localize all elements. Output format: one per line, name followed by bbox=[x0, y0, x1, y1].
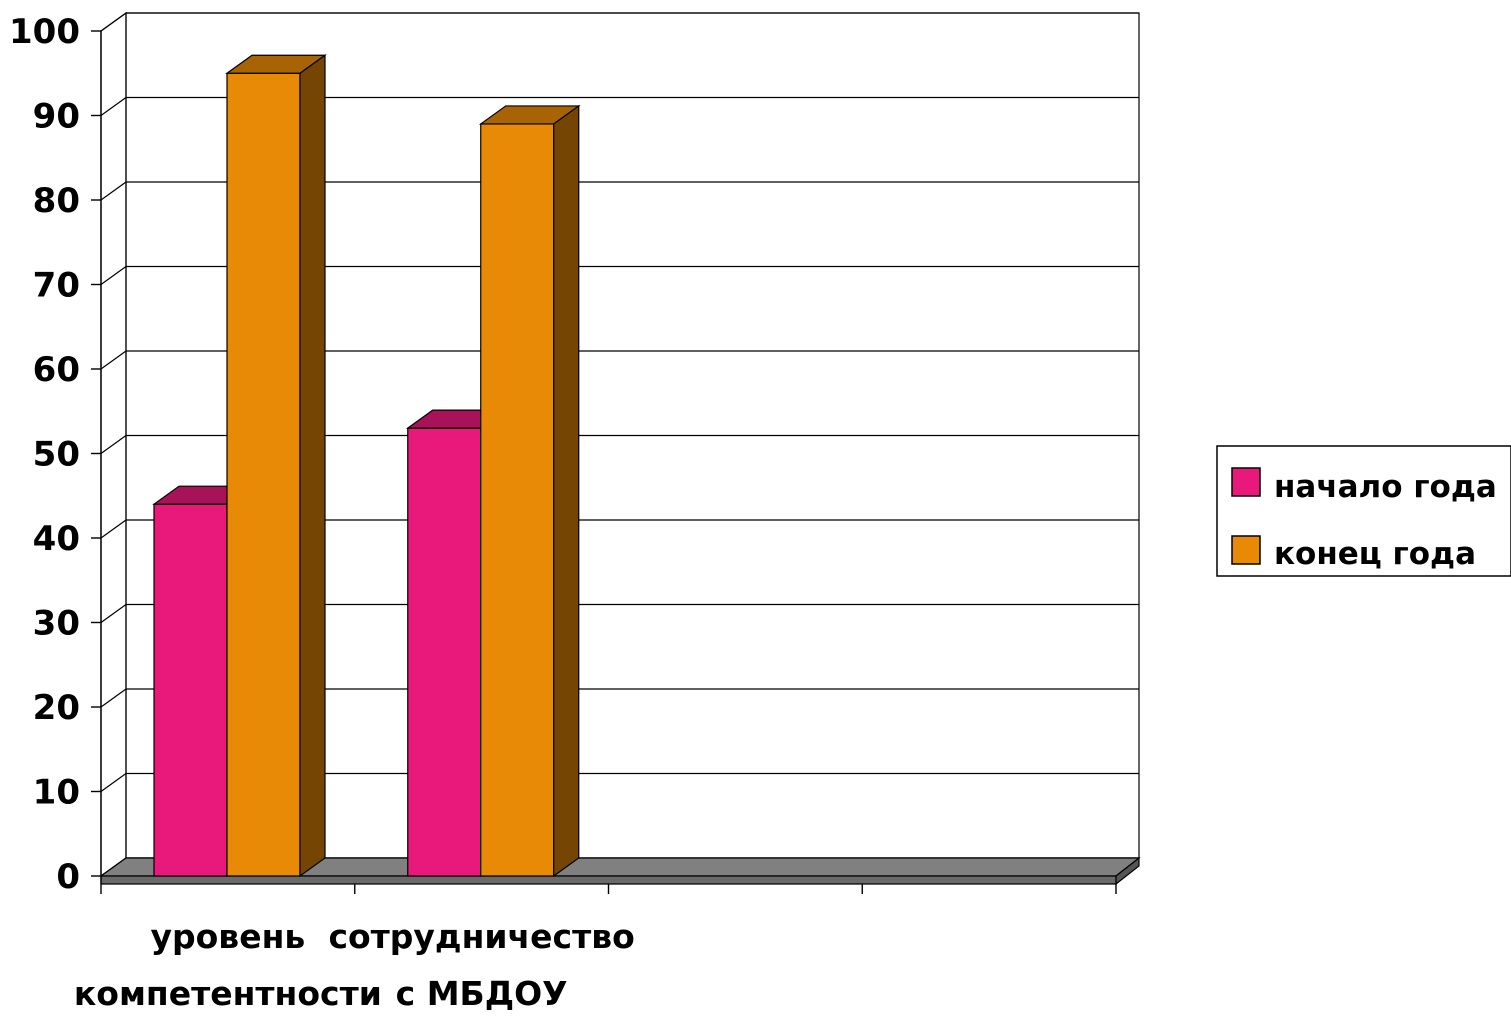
y-tick-label: 70 bbox=[33, 266, 80, 306]
y-tick-label: 50 bbox=[33, 435, 80, 475]
gridline-side bbox=[100, 773, 127, 792]
y-tick-label: 30 bbox=[33, 604, 80, 644]
legend-label-series-2: конец года bbox=[1274, 536, 1476, 572]
x-category-label: компетентности bbox=[74, 974, 382, 1013]
chart-legend: начало года конец года bbox=[1216, 445, 1511, 577]
bar bbox=[225, 54, 327, 878]
chart-floor-front bbox=[100, 875, 1117, 885]
bar bbox=[478, 104, 581, 878]
gridline-side bbox=[100, 604, 127, 623]
gridline-side bbox=[100, 97, 127, 116]
gridline-side bbox=[100, 350, 127, 370]
y-tick-label: 10 bbox=[33, 773, 80, 813]
legend-label-series-1: начало года bbox=[1274, 469, 1497, 505]
legend-frame bbox=[1216, 445, 1511, 577]
y-tick-label: 60 bbox=[33, 350, 80, 390]
y-tick-label: 20 bbox=[33, 688, 80, 728]
x-axis-categories: уровень компетентности сотрудничество с МБД… bbox=[74, 917, 635, 1013]
y-tick-label: 90 bbox=[33, 97, 80, 137]
gridline-side bbox=[100, 266, 127, 285]
gridline-side bbox=[100, 435, 127, 454]
y-tick-label: 80 bbox=[33, 181, 80, 221]
bar-front bbox=[226, 72, 301, 877]
gridline-side bbox=[100, 519, 127, 539]
x-category-label: уровень bbox=[151, 917, 306, 956]
y-axis-ticks: 0 10 20 30 40 50 60 70 80 90 100 bbox=[9, 12, 80, 897]
chart-floor-side bbox=[1115, 856, 1140, 886]
gridline-side bbox=[100, 181, 127, 201]
legend-swatch-series-2 bbox=[1231, 535, 1261, 565]
x-category-label: сотрудничество bbox=[328, 917, 634, 956]
bar-front bbox=[407, 427, 482, 877]
bar-front bbox=[480, 123, 555, 877]
x-category-label: с МБДОУ bbox=[396, 974, 568, 1013]
gridline-side bbox=[100, 688, 127, 708]
chart-bars bbox=[152, 54, 581, 878]
bar-side bbox=[553, 104, 580, 878]
y-tick-label: 0 bbox=[56, 857, 80, 897]
bar-front bbox=[153, 503, 228, 877]
bar-side bbox=[299, 54, 326, 878]
legend-swatch-series-1 bbox=[1231, 467, 1261, 497]
y-tick-label: 40 bbox=[33, 519, 80, 559]
y-tick-label: 100 bbox=[9, 12, 80, 52]
chart-axes bbox=[91, 11, 1141, 894]
